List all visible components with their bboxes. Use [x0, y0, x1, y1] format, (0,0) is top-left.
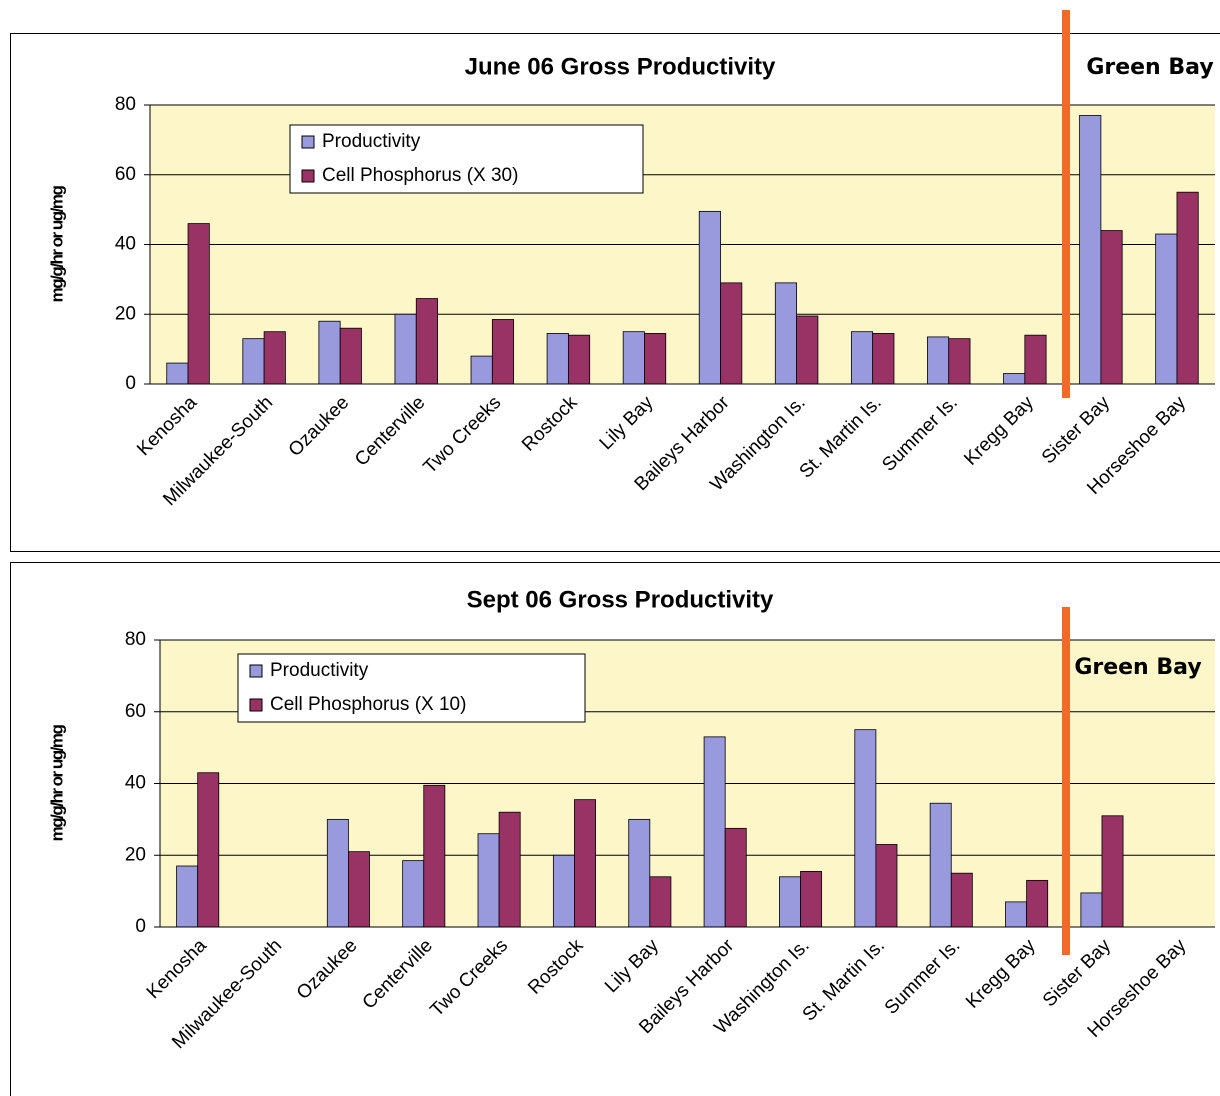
y-tick-label: 60	[125, 701, 146, 722]
bar	[796, 315, 819, 385]
bar	[875, 844, 898, 928]
bar	[567, 334, 591, 385]
bar	[477, 833, 500, 928]
bar	[1101, 815, 1124, 928]
annotation: Green Bay	[1074, 655, 1201, 680]
legend-label: Cell Phosphorus (X 10)	[270, 694, 466, 715]
y-tick-label: 0	[125, 373, 136, 394]
bar	[176, 865, 199, 928]
bar	[950, 872, 973, 928]
bar	[491, 319, 515, 385]
bar	[1100, 230, 1123, 385]
y-tick-label: 40	[125, 773, 146, 794]
legend-swatch	[249, 664, 263, 678]
legend-swatch	[301, 135, 315, 149]
bar	[326, 818, 349, 928]
bar	[263, 331, 286, 385]
bar	[774, 282, 798, 385]
bar	[574, 799, 596, 928]
bar	[423, 784, 446, 928]
bar	[339, 327, 362, 385]
legend-label: Productivity	[270, 660, 369, 681]
bar	[552, 854, 575, 928]
bar	[498, 811, 521, 928]
bar	[1080, 892, 1103, 928]
y-tick-label: 20	[125, 844, 146, 865]
bar	[1026, 879, 1049, 928]
bar	[800, 870, 823, 928]
bar	[872, 333, 895, 385]
y-tick-label: 0	[135, 916, 146, 937]
chart-title: Sept 06 Gross Productivity	[467, 586, 774, 613]
bar	[850, 331, 874, 385]
bar	[470, 355, 493, 385]
bar	[929, 802, 952, 928]
legend-box	[289, 124, 644, 194]
bar	[622, 331, 645, 385]
y-axis-label: mg/g/hr or ug/mg	[47, 725, 66, 842]
bar	[649, 876, 672, 928]
bar	[1024, 334, 1047, 385]
bar	[402, 860, 425, 928]
bar	[1005, 901, 1028, 928]
bar	[197, 772, 220, 928]
bar	[394, 313, 417, 385]
legend-label: Cell Phosphorus (X 30)	[322, 165, 518, 186]
bar	[415, 298, 438, 385]
legend-label: Productivity	[322, 131, 421, 152]
y-axis-label: mg/g/hr or ug/mg	[47, 186, 66, 303]
bar	[318, 320, 341, 385]
bar	[347, 851, 370, 928]
bar	[242, 338, 265, 385]
bar	[854, 729, 877, 928]
bar	[1176, 191, 1199, 385]
y-tick-label: 80	[125, 629, 146, 650]
y-tick-label: 40	[115, 234, 136, 255]
legend-swatch	[249, 698, 263, 712]
bar	[644, 333, 667, 385]
bar	[1155, 233, 1178, 385]
bar	[720, 282, 743, 385]
bar	[166, 362, 189, 385]
bar	[1079, 115, 1102, 385]
y-tick-label: 60	[115, 164, 136, 185]
annotation: Green Bay	[1086, 55, 1213, 80]
bar	[698, 210, 721, 385]
y-tick-label: 20	[115, 303, 136, 324]
legend-swatch	[301, 169, 315, 183]
bar	[927, 336, 950, 385]
bar	[628, 818, 651, 928]
chart-title: June 06 Gross Productivity	[465, 53, 776, 80]
legend-box	[237, 653, 586, 723]
bar	[779, 876, 801, 928]
bar	[948, 338, 971, 385]
bar	[187, 223, 210, 385]
bar	[546, 333, 569, 385]
y-tick-label: 80	[115, 94, 136, 115]
bar	[703, 736, 726, 928]
bar	[1003, 373, 1026, 385]
bar	[724, 827, 747, 928]
